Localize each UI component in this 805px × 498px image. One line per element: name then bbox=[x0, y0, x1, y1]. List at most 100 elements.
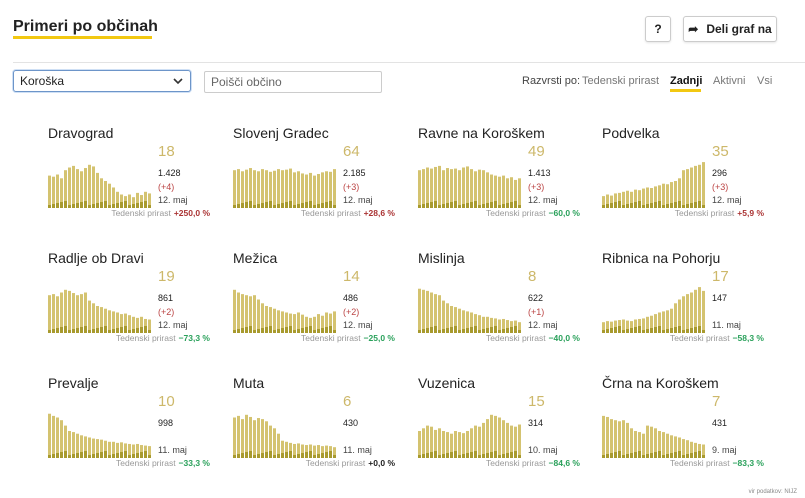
active-bar bbox=[618, 451, 621, 458]
cases-bar bbox=[422, 289, 425, 333]
active-bar bbox=[470, 327, 473, 333]
municipality-card[interactable]: Mežica 14 486 (+2) 12. maj Tedenski prirast −2… bbox=[233, 250, 403, 360]
active-bar bbox=[474, 326, 477, 333]
active-bar bbox=[418, 455, 421, 458]
cases-bar bbox=[626, 422, 629, 458]
cases-bar bbox=[506, 320, 509, 333]
active-bar bbox=[144, 326, 147, 333]
active-bar bbox=[630, 328, 633, 333]
weekly-growth-label: Tedenski prirast bbox=[111, 208, 171, 218]
weekly-growth: Tedenski prirast +5,9 % bbox=[675, 208, 764, 218]
cases-bar bbox=[253, 295, 256, 333]
cases-bar bbox=[124, 313, 127, 333]
weekly-growth-value: −60,0 % bbox=[548, 208, 580, 218]
active-bar bbox=[642, 205, 645, 208]
active-bar bbox=[642, 455, 645, 458]
cases-bar bbox=[297, 171, 300, 208]
cases-bar bbox=[116, 191, 119, 208]
municipality-card[interactable]: Ravne na Koroškem 49 1.413 (+3) 12. maj Teden… bbox=[418, 125, 588, 235]
cases-bar bbox=[618, 192, 621, 208]
cases-bar bbox=[273, 428, 276, 458]
cases-bar bbox=[482, 422, 485, 458]
cases-bar bbox=[674, 303, 677, 333]
delta-value: (+3) bbox=[528, 182, 545, 192]
active-bar bbox=[602, 330, 605, 333]
active-bar bbox=[454, 326, 457, 333]
last-date: 11. maj bbox=[712, 320, 741, 330]
last-date: 12. maj bbox=[343, 195, 373, 205]
help-button[interactable]: ? bbox=[645, 16, 671, 42]
cases-bar bbox=[606, 194, 609, 208]
cases-bar bbox=[458, 432, 461, 458]
active-bar bbox=[84, 326, 87, 333]
active-bar bbox=[84, 201, 87, 208]
active-bar bbox=[450, 452, 453, 458]
cases-bar bbox=[148, 193, 151, 208]
latest-value: 6 bbox=[343, 393, 352, 410]
active-bar bbox=[281, 328, 284, 333]
active-bar bbox=[245, 202, 248, 208]
active-bar bbox=[418, 330, 421, 333]
active-bar bbox=[305, 452, 308, 458]
active-bar bbox=[273, 205, 276, 208]
cases-bar bbox=[305, 445, 308, 458]
cases-bar bbox=[514, 426, 517, 458]
active-bar bbox=[626, 454, 629, 458]
cases-bar bbox=[285, 312, 288, 333]
municipality-card[interactable]: Ribnica na Pohorju 17 147 11. maj Tedenski p… bbox=[602, 250, 772, 360]
active-bar bbox=[502, 329, 505, 333]
active-bar bbox=[289, 451, 292, 458]
chevron-down-icon bbox=[173, 78, 183, 85]
cases-bar bbox=[642, 188, 645, 208]
cases-bar bbox=[96, 172, 99, 208]
active-bar bbox=[682, 205, 685, 208]
active-bar bbox=[606, 454, 609, 458]
cases-bar bbox=[301, 444, 304, 458]
active-bar bbox=[498, 330, 501, 333]
cases-bar bbox=[80, 171, 83, 208]
cases-bar bbox=[654, 428, 657, 458]
active-bar bbox=[422, 454, 425, 458]
active-bar bbox=[112, 204, 115, 208]
active-bar bbox=[670, 203, 673, 208]
municipality-card[interactable]: Vuzenica 15 314 10. maj Tedenski prirast −84,… bbox=[418, 375, 588, 485]
active-bar bbox=[626, 204, 629, 208]
active-bar bbox=[144, 451, 147, 458]
active-bar bbox=[426, 203, 429, 208]
cases-bar bbox=[602, 196, 605, 208]
active-bar bbox=[124, 201, 127, 208]
region-select[interactable]: Koroška bbox=[13, 70, 191, 92]
sort-option-weekly[interactable]: Tedenski prirast bbox=[582, 75, 660, 87]
municipality-card[interactable]: Dravograd 18 1.428 (+4) 12. maj Tedenski prir… bbox=[48, 125, 218, 235]
active-bar bbox=[313, 205, 316, 208]
municipality-card[interactable]: Radlje ob Dravi 19 861 (+2) 12. maj Tedenski … bbox=[48, 250, 218, 360]
municipality-card[interactable]: Mislinja 8 622 (+1) 12. maj Tedenski prirast −… bbox=[418, 250, 588, 360]
municipality-card[interactable]: Slovenj Gradec 64 2.185 (+3) 12. maj Tedenski… bbox=[233, 125, 403, 235]
sort-option-active[interactable]: Aktivni bbox=[713, 75, 746, 87]
active-bar bbox=[265, 202, 268, 208]
municipality-card[interactable]: Prevalje 10 998 11. maj Tedenski prirast −33,… bbox=[48, 375, 218, 485]
share-button[interactable]: ➦ Deli graf na bbox=[683, 16, 777, 42]
cases-bar bbox=[498, 176, 501, 208]
active-bar bbox=[702, 455, 705, 458]
cases-bar bbox=[490, 414, 493, 458]
active-bar bbox=[233, 205, 236, 208]
municipality-card[interactable]: Muta 6 430 11. maj Tedenski prirast +0,0 % bbox=[233, 375, 403, 485]
active-bar bbox=[76, 203, 79, 208]
weekly-growth-value: −25,0 % bbox=[363, 333, 395, 343]
cases-bar bbox=[269, 425, 272, 458]
municipality-card[interactable]: Podvelka 35 296 (+3) 12. maj Tedenski prirast… bbox=[602, 125, 772, 235]
search-input[interactable] bbox=[204, 71, 382, 93]
active-bar bbox=[518, 330, 521, 333]
sort-option-latest[interactable]: Zadnji bbox=[670, 75, 703, 87]
weekly-growth-value: −83,3 % bbox=[732, 458, 764, 468]
cases-bar bbox=[678, 299, 681, 333]
active-bar bbox=[237, 454, 240, 458]
cases-bar bbox=[76, 433, 79, 458]
active-bar bbox=[446, 453, 449, 458]
cases-bar bbox=[277, 310, 280, 333]
active-bar bbox=[261, 328, 264, 333]
municipality-card[interactable]: Črna na Koroškem 7 431 9. maj Tedenski prira… bbox=[602, 375, 772, 485]
sort-option-all[interactable]: Vsi bbox=[757, 75, 773, 87]
active-bar bbox=[670, 453, 673, 458]
